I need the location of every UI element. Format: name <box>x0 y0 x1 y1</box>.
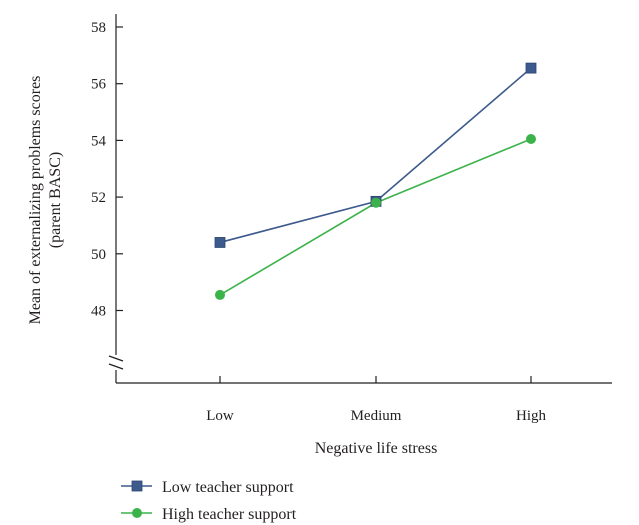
x-axis-title: Negative life stress <box>315 440 438 457</box>
data-point-low-teacher-support <box>525 62 537 74</box>
y-ticks: 48 50 52 54 56 58 <box>91 20 123 320</box>
y-axis-title: Mean of externalizing problems scores (p… <box>27 76 64 325</box>
series-line-low-teacher-support <box>219 67 532 244</box>
data-point-high-teacher-support <box>371 197 381 208</box>
y-tick-label: 48 <box>91 304 106 320</box>
x-tick-label: High <box>516 408 547 424</box>
y-axis-title-line-2: (parent BASC) <box>47 152 64 248</box>
y-tick-label: 54 <box>91 133 107 149</box>
y-tick-label: 58 <box>91 20 106 36</box>
y-tick-label: 50 <box>91 247 106 263</box>
legend-marker-circle <box>132 508 142 518</box>
legend-label: Low teacher support <box>162 479 294 496</box>
legend-label: High teacher support <box>162 506 297 523</box>
legend-item-high-teacher-support: High teacher support <box>121 506 297 523</box>
x-ticks: Low Medium High <box>206 376 547 424</box>
y-axis <box>108 14 124 383</box>
x-tick-label: Medium <box>351 408 402 424</box>
x-tick-label: Low <box>206 408 234 424</box>
legend: Low teacher support High teacher support <box>121 479 297 523</box>
y-axis-title-line-1: Mean of externalizing problems scores <box>27 76 44 325</box>
y-tick-label: 52 <box>91 190 106 206</box>
series-line-high-teacher-support <box>219 138 532 296</box>
legend-item-low-teacher-support: Low teacher support <box>121 479 294 496</box>
y-tick-label: 56 <box>91 77 107 93</box>
data-point-low-teacher-support <box>214 237 226 248</box>
data-point-high-teacher-support <box>215 289 225 300</box>
data-point-high-teacher-support <box>526 133 536 144</box>
plot-area <box>214 62 537 300</box>
legend-marker-square <box>131 480 143 492</box>
